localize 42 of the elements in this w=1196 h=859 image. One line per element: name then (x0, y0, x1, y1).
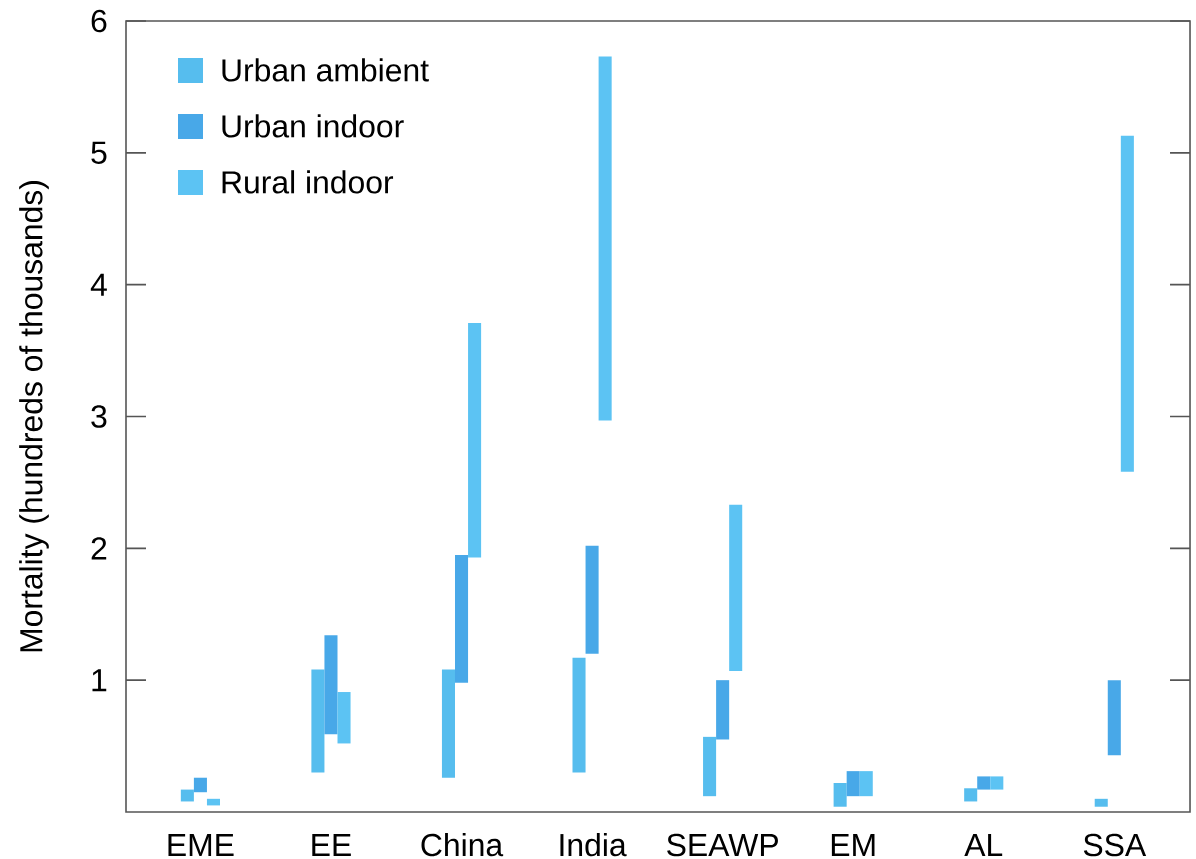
bar (1120, 135, 1134, 472)
x-tick-label: SSA (1083, 833, 1147, 857)
bar (977, 776, 991, 790)
x-tick-label: EME (168, 834, 234, 856)
bar (716, 680, 730, 740)
y-tick-label: 5 (91, 141, 107, 164)
bar (455, 554, 469, 683)
y-tick-label: 3 (91, 405, 107, 428)
bar (990, 776, 1004, 790)
bar (1107, 680, 1121, 756)
bar (585, 545, 599, 654)
x-tick-label: EE (312, 834, 351, 856)
x-tick-label: AL (964, 834, 1003, 856)
bar (846, 771, 860, 797)
y-tick-label: 1 (92, 669, 107, 692)
bar (468, 322, 482, 558)
x-tick-label: China (421, 832, 504, 857)
x-tick-label: EM (831, 834, 875, 856)
bar (441, 669, 455, 778)
bar (1094, 798, 1108, 807)
bar (964, 788, 978, 802)
y-tick-label: 2 (91, 537, 107, 560)
bar (337, 692, 351, 744)
y-tick-label: 6 (91, 9, 107, 33)
y-axis-title: Mortality (hundreds of thousands) (19, 181, 49, 652)
bar (206, 798, 220, 806)
bar (311, 669, 325, 773)
bar (193, 777, 207, 793)
legend-label: Urban ambient (222, 58, 429, 82)
bar (703, 736, 717, 797)
legend-label: Rural indoor (222, 170, 394, 194)
x-tick-label: SEAWP (667, 833, 778, 857)
bar (598, 56, 612, 421)
y-tick-label: 4 (90, 273, 107, 296)
bar (729, 504, 743, 671)
x-tick-label: India (560, 832, 627, 857)
bar (572, 657, 586, 773)
bar (324, 635, 338, 735)
bar (180, 789, 194, 802)
bar (833, 783, 847, 807)
bar (859, 771, 873, 797)
legend-label: Urban indoor (222, 114, 404, 138)
